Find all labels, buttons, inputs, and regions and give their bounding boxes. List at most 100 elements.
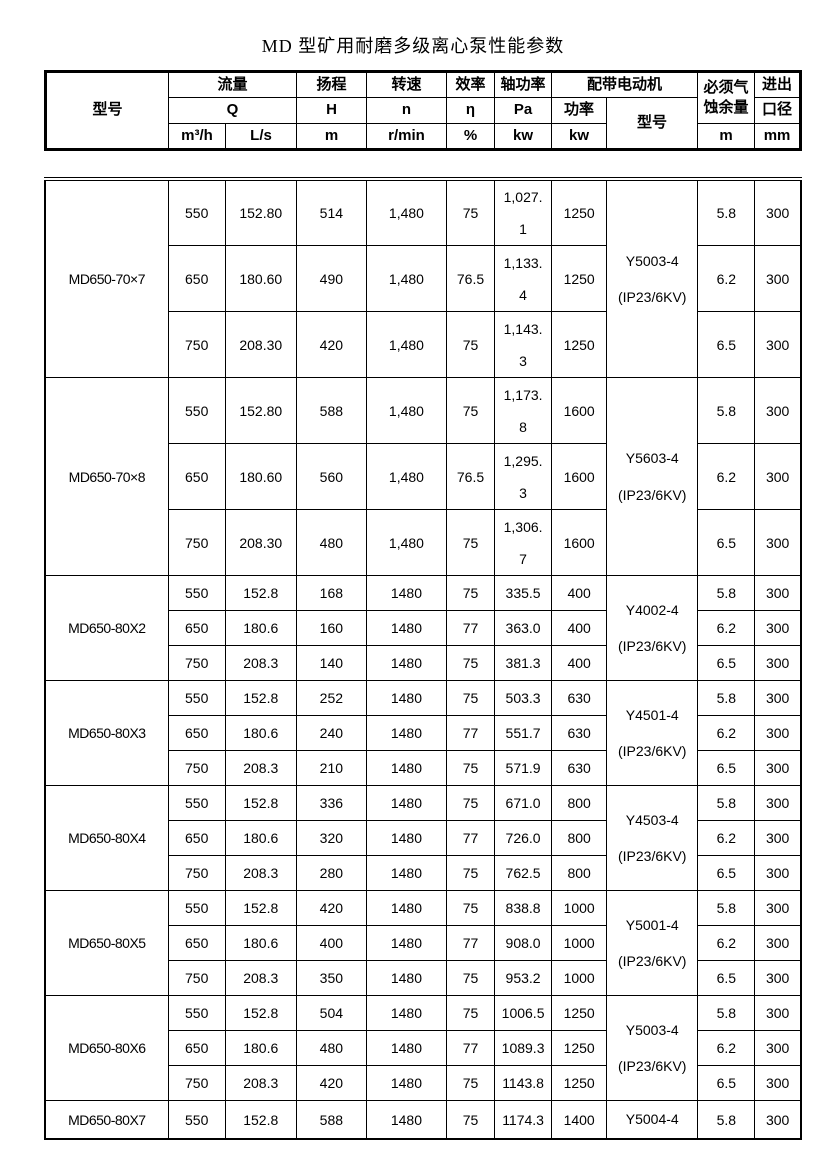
unit-speed: r/min xyxy=(366,123,448,150)
cell-npsh: 5.8 xyxy=(697,178,756,247)
cell-efficiency: 75 xyxy=(445,785,496,822)
cell-flow-m3h: 750 xyxy=(167,750,226,787)
cell-flow-ls: 152.80 xyxy=(224,377,297,445)
cell-npsh: 5.8 xyxy=(697,680,756,717)
cell-flow-m3h: 650 xyxy=(167,245,226,313)
table-row: 750 208.30 480 1,480 75 1,306.7 1600 6.5 300 xyxy=(45,509,802,577)
cell-motor-model: Y4503-4 (IP23/6KV) xyxy=(606,785,699,892)
cell-diameter: 300 xyxy=(754,890,802,927)
cell-motor-power: 1400 xyxy=(551,1100,608,1140)
cell-head: 504 xyxy=(295,995,367,1032)
pump-model-cell: MD650-80X7 xyxy=(44,1100,169,1140)
cell-shaft-power: 1089.3 xyxy=(494,1030,553,1067)
motor-spec-value: (IP23/6KV) xyxy=(617,1058,687,1075)
cell-npsh: 6.2 xyxy=(697,1030,756,1067)
cell-motor-power: 1250 xyxy=(551,1065,608,1102)
unit-efficiency: % xyxy=(446,123,496,150)
cell-flow-m3h: 750 xyxy=(167,1065,226,1102)
cell-speed: 1480 xyxy=(365,785,447,822)
pump-model-cell: MD650-80X5 xyxy=(44,890,169,997)
col-header-motor: 配带电动机 xyxy=(551,71,699,98)
motor-model-value: Y5603-4 xyxy=(625,450,679,467)
cell-npsh: 5.8 xyxy=(697,377,756,445)
header-row-2: Q H n η Pa 功率 型号 口径 xyxy=(46,97,802,150)
cell-diameter: 300 xyxy=(754,1030,802,1067)
cell-npsh: 6.2 xyxy=(697,715,756,752)
table-row: 650 180.6 160 1480 77 363.0 400 6.2 300 xyxy=(45,610,802,647)
cell-flow-ls: 180.60 xyxy=(224,245,297,313)
table-row: 650 180.6 480 1480 77 1089.3 1250 6.2 300 xyxy=(45,1030,802,1067)
cell-head: 140 xyxy=(295,645,367,682)
table-row: 650 180.6 240 1480 77 551.7 630 6.2 300 xyxy=(45,715,802,752)
cell-flow-ls: 208.3 xyxy=(224,960,297,997)
cell-head: 480 xyxy=(295,1030,367,1067)
cell-npsh: 6.5 xyxy=(697,960,756,997)
cell-efficiency: 76.5 xyxy=(445,443,496,511)
cell-diameter: 300 xyxy=(754,575,802,612)
cell-flow-ls: 208.30 xyxy=(224,509,297,577)
unit-flow-m3h: m³/h xyxy=(168,123,226,150)
cell-motor-power: 1600 xyxy=(551,377,608,445)
col-header-speed: 转速 xyxy=(366,71,448,98)
cell-flow-ls: 152.8 xyxy=(224,680,297,717)
cell-speed: 1480 xyxy=(365,890,447,927)
cell-motor-power: 800 xyxy=(551,785,608,822)
cell-head: 420 xyxy=(295,1065,367,1102)
cell-npsh: 5.8 xyxy=(697,995,756,1032)
table-row: 650 180.60 560 1,480 76.5 1,295.3 1600 6.2 300 xyxy=(45,443,802,511)
cell-motor-model: Y5003-4 (IP23/6KV) xyxy=(606,178,699,379)
cell-flow-m3h: 750 xyxy=(167,311,226,379)
cell-head: 280 xyxy=(295,855,367,892)
header-row-1: 型号 流量 扬程 转速 效率 轴功率 配带电动机 必须气 蚀余量 进出 xyxy=(45,71,802,150)
col-header-efficiency: 效率 xyxy=(446,71,496,98)
cell-head: 514 xyxy=(295,178,367,247)
cell-npsh: 6.5 xyxy=(697,311,756,379)
shaft-power-value: 1,295.3 xyxy=(503,452,543,501)
cell-npsh: 5.8 xyxy=(697,890,756,927)
cell-motor-model: Y5001-4 (IP23/6KV) xyxy=(606,890,699,997)
cell-flow-m3h: 650 xyxy=(167,715,226,752)
unit-head: m xyxy=(296,123,368,150)
cell-flow-ls: 208.3 xyxy=(224,750,297,787)
cell-speed: 1480 xyxy=(365,995,447,1032)
cell-motor-power: 400 xyxy=(551,610,608,647)
pump-model-cell: MD650-70×7 xyxy=(44,178,169,379)
cell-head: 560 xyxy=(295,443,367,511)
cell-speed: 1,480 xyxy=(365,377,447,445)
unit-port: mm xyxy=(754,123,802,150)
cell-efficiency: 75 xyxy=(445,1065,496,1102)
cell-speed: 1,480 xyxy=(365,178,447,247)
cell-head: 252 xyxy=(295,680,367,717)
unit-shaft-power: kw xyxy=(494,123,553,150)
col-header-port: 进出 xyxy=(754,71,802,98)
cell-flow-m3h: 750 xyxy=(167,960,226,997)
cell-efficiency: 75 xyxy=(445,575,496,612)
cell-shaft-power: 1,173.8 xyxy=(494,377,553,445)
col-header-model: 型号 xyxy=(45,71,169,150)
table-row: 750 208.3 280 1480 75 762.5 800 6.5 300 xyxy=(45,855,802,892)
cell-head: 588 xyxy=(295,377,367,445)
cell-motor-power: 1000 xyxy=(551,890,608,927)
cell-head: 336 xyxy=(295,785,367,822)
cell-head: 320 xyxy=(295,820,367,857)
cell-head: 420 xyxy=(295,890,367,927)
shaft-power-value: 1,133.4 xyxy=(503,254,543,303)
shaft-power-value: 1,306.7 xyxy=(503,518,543,567)
cell-shaft-power: 503.3 xyxy=(494,680,553,717)
cell-head: 400 xyxy=(295,925,367,962)
cell-shaft-power: 551.7 xyxy=(494,715,553,752)
cell-flow-ls: 152.8 xyxy=(224,1100,297,1140)
cell-motor-power: 800 xyxy=(551,855,608,892)
cell-flow-m3h: 550 xyxy=(167,680,226,717)
motor-model-value: Y5001-4 xyxy=(625,916,679,933)
cell-motor-power: 630 xyxy=(551,750,608,787)
cell-motor-model: Y5603-4 (IP23/6KV) xyxy=(606,377,699,577)
shaft-power-value: 1,173.8 xyxy=(503,386,543,435)
cell-diameter: 300 xyxy=(754,443,802,511)
cell-efficiency: 77 xyxy=(445,820,496,857)
npsh-label-line1: 必须气 xyxy=(703,78,749,96)
cell-flow-ls: 180.6 xyxy=(224,610,297,647)
cell-motor-power: 400 xyxy=(551,575,608,612)
cell-flow-ls: 180.60 xyxy=(224,443,297,511)
cell-shaft-power: 1006.5 xyxy=(494,995,553,1032)
